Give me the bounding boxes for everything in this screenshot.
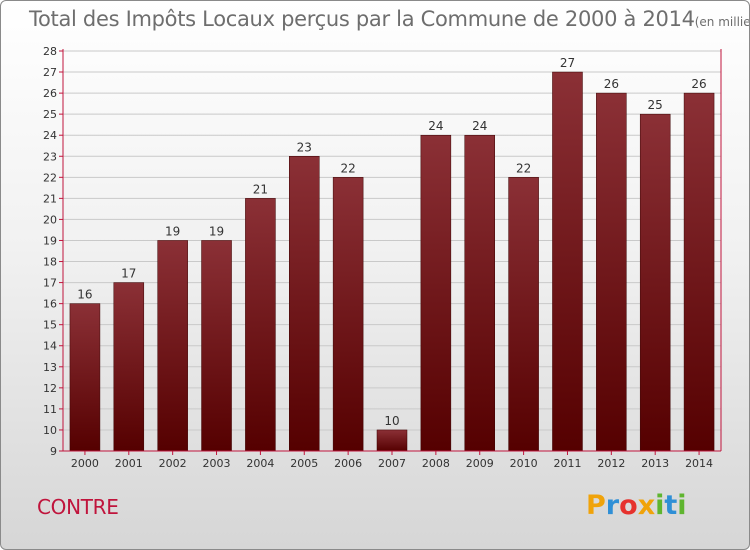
axes [59,49,722,455]
y-tick-label: 18 [43,256,57,269]
y-tick-label: 13 [43,361,57,374]
value-label-2008: 24 [428,119,443,133]
value-label-2004: 21 [253,182,268,196]
y-tick-label: 12 [43,382,57,395]
y-tick-label: 17 [43,277,57,290]
value-label-2000: 16 [77,288,92,302]
bar-2007 [376,429,408,452]
value-label-2010: 22 [516,161,531,175]
logo-letter: x [637,490,656,521]
x-tick-label-2005: 2005 [290,457,318,470]
x-tick-label-2009: 2009 [466,457,494,470]
y-tick-label: 23 [43,150,57,163]
x-tick-label-2011: 2011 [553,457,581,470]
y-tick-label: 9 [50,445,57,458]
bar-2014 [683,92,715,452]
x-tick-label-2014: 2014 [685,457,713,470]
x-tick-label-2002: 2002 [159,457,187,470]
chart-title-unit: (en milliers d'€) [694,15,750,29]
bar-2001 [113,282,145,452]
y-tick-label: 22 [43,171,57,184]
bar-2012 [596,92,627,452]
y-tick-label: 11 [43,403,57,416]
x-tick-label-2001: 2001 [115,457,143,470]
value-label-2001: 17 [121,267,136,281]
y-tick-label: 19 [43,234,57,247]
y-tick-label: 25 [43,108,57,121]
bar-2002 [157,240,188,452]
y-tick-label: 27 [43,66,57,79]
value-label-2003: 19 [209,224,224,238]
y-tick-label: 10 [43,424,57,437]
x-tick-label-2004: 2004 [246,457,274,470]
x-tick-label-2003: 2003 [203,457,231,470]
bar-2008 [420,134,452,452]
y-tick-label: 16 [43,298,57,311]
x-tick-label-2012: 2012 [597,457,625,470]
labels: 9 10 11 12 13 14 15 16 17 18 19 20 21 22 23 24 25 26 27 28 1… [43,45,713,470]
value-label-2011: 27 [560,56,575,70]
chart-title-main: Total des Impôts Locaux perçus par la Co… [29,7,695,31]
x-tick-label-2006: 2006 [334,457,362,470]
y-tick-label: 15 [43,319,57,332]
y-tick-label: 14 [43,340,57,353]
bars [69,71,715,452]
bar-2009 [464,134,495,452]
y-tick-label: 26 [43,87,57,100]
logo-letter: r [605,490,620,521]
bar-2006 [332,177,364,452]
value-label-2006: 22 [340,161,355,175]
y-tick-label: 20 [43,213,57,226]
bar-2010 [508,177,539,452]
x-tick-label-2010: 2010 [510,457,538,470]
value-label-2005: 23 [297,140,312,154]
value-label-2013: 25 [648,98,663,112]
x-tick-label-2013: 2013 [641,457,669,470]
y-tick-label: 28 [43,45,57,58]
commune-name: CONTRE [37,495,119,519]
value-label-2014: 26 [691,77,706,91]
value-label-2009: 24 [472,119,487,133]
bar-2003 [201,240,232,452]
y-tick-label: 24 [43,129,57,142]
bar-2004 [245,198,276,452]
logo-letter: i [677,490,687,521]
logo-letter: o [619,490,638,521]
chart-title: Total des Impôts Locaux perçus par la Co… [29,7,750,31]
bar-2013 [639,113,671,452]
proxiti-logo[interactable]: Proxiti [586,490,687,521]
logo-letter: t [664,490,678,521]
logo-letter: P [586,490,606,521]
bar-2005 [289,156,320,452]
value-label-2012: 26 [604,77,619,91]
y-tick-label: 21 [43,192,57,205]
x-tick-label-2007: 2007 [378,457,406,470]
logo-letter: i [655,490,665,521]
bar-2011 [552,71,583,452]
bar-2000 [69,303,101,452]
value-label-2002: 19 [165,224,180,238]
x-tick-label-2008: 2008 [422,457,450,470]
x-tick-label-2000: 2000 [71,457,99,470]
value-label-2007: 10 [384,414,399,428]
